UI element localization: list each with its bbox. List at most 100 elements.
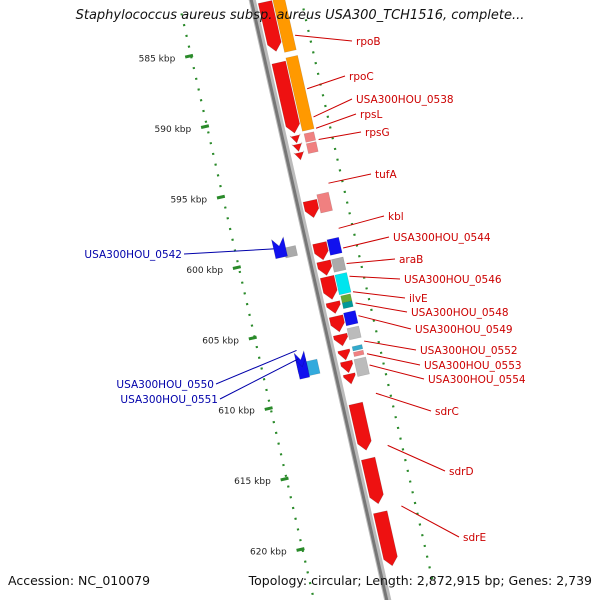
cog-block [353, 356, 370, 377]
gene-leader-line [366, 353, 421, 366]
gene-leader-line [364, 340, 417, 351]
gene-label-usa300hou_0554: USA300HOU_0554 [428, 374, 526, 386]
gene-arrow [325, 300, 341, 314]
cog-block [352, 349, 365, 357]
cog-block [346, 325, 362, 341]
gene-leader-line [328, 173, 372, 184]
cog-block [303, 131, 317, 143]
gene-arrow [339, 359, 354, 374]
gene-leader-line [369, 364, 425, 380]
tick-mark [248, 335, 257, 341]
gene-arrow [342, 372, 356, 385]
gene-arrow [332, 332, 349, 347]
gene-leader-line [219, 358, 299, 400]
tick-label: 590 kbp [155, 125, 192, 135]
gene-arrow [289, 132, 301, 144]
gene-leader-line [346, 258, 396, 265]
gene-label-kbl: kbl [388, 211, 404, 223]
tick-mark [200, 124, 210, 129]
gene-arrow [302, 198, 320, 219]
gene-arrow [312, 241, 329, 261]
cog-block [343, 310, 359, 327]
gene-label-usa300hou_0548: USA300HOU_0548 [411, 307, 509, 319]
tick-label: 610 kbp [218, 407, 255, 417]
gene-arrow [293, 149, 305, 161]
gene-label-ilve: ilvE [409, 293, 428, 305]
gene-leader-line [215, 349, 297, 385]
gene-label-usa300hou_0549: USA300HOU_0549 [415, 324, 513, 336]
gene-leader-line [315, 113, 357, 129]
tick-label: 600 kbp [186, 266, 223, 276]
gene-label-sdrc: sdrC [435, 406, 459, 418]
gene-leader-line [295, 34, 353, 42]
tick-mark [296, 547, 305, 552]
tick-mark [280, 476, 289, 482]
tick-label: 595 kbp [170, 195, 207, 205]
gene-label-sdre: sdrE [463, 532, 486, 544]
tick-label: 615 kbp [234, 477, 271, 487]
cog-block [326, 236, 343, 256]
gene-leader-line [387, 444, 446, 472]
gene-leader-line [355, 302, 408, 313]
gene-label-rpoc: rpoC [349, 71, 374, 83]
tick-mark [232, 265, 242, 270]
gene-label-rpsl: rpsL [360, 109, 382, 121]
gene-leader-line [349, 275, 401, 280]
gene-leader-line [358, 315, 412, 330]
gene-arrow [271, 236, 288, 260]
gene-label-rpsg: rpsG [365, 127, 390, 139]
gene-arrow [360, 456, 384, 505]
gene-label-arab: araB [399, 254, 423, 266]
gene-label-usa300hou_0538: USA300HOU_0538 [356, 94, 454, 106]
gc-track-left [180, 13, 316, 604]
cog-block [285, 55, 315, 132]
gene-leader-line [306, 75, 346, 90]
genome-summary: Topology: circular; Length: 2,872,915 bp… [248, 573, 592, 588]
gene-leader-line [401, 505, 460, 538]
gene-leader-line [338, 215, 385, 229]
gene-leader-line [183, 248, 274, 255]
gene-label-sdrd: sdrD [449, 466, 474, 478]
cog-block [305, 141, 319, 155]
cog-block [316, 191, 333, 214]
gene-label-usa300hou_0544: USA300HOU_0544 [393, 232, 491, 244]
gene-label-usa300hou_0552: USA300HOU_0552 [420, 345, 518, 357]
tick-label: 585 kbp [139, 54, 176, 64]
gene-label-tufa: tufA [375, 169, 397, 181]
gene-leader-line [352, 291, 406, 299]
gene-label-usa300hou_0550: USA300HOU_0550 [116, 379, 214, 391]
map-title: Staphylococcus aureus subsp. aureus USA3… [75, 8, 525, 23]
gene-arrow [348, 401, 372, 451]
gene-arrow [319, 274, 338, 300]
gene-label-usa300hou_0546: USA300HOU_0546 [404, 274, 502, 286]
gene-label-rpob: rpoB [356, 36, 381, 48]
gene-leader-line [343, 236, 390, 249]
gene-arrow [295, 356, 311, 380]
gene-arrow [373, 510, 398, 567]
gene-label-usa300hou_0553: USA300HOU_0553 [424, 360, 522, 372]
cog-block [331, 256, 347, 273]
gene-arrow [291, 141, 303, 152]
tick-label: 620 kbp [250, 548, 287, 558]
gene-label-usa300hou_0551: USA300HOU_0551 [120, 394, 218, 406]
gene-leader-line [375, 392, 432, 412]
cog-block [334, 272, 352, 296]
tick-mark [216, 194, 226, 200]
gene-arrow [328, 314, 345, 333]
gene-arrow [257, 0, 282, 52]
accession-label: Accession: NC_010079 [8, 573, 151, 588]
gene-label-usa300hou_0542: USA300HOU_0542 [84, 249, 182, 261]
gene-leader-line [313, 98, 353, 118]
cog-block [341, 300, 354, 310]
tick-label: 605 kbp [202, 336, 239, 346]
cog-block [351, 344, 364, 352]
tick-mark [184, 53, 194, 59]
backbone-line [249, 0, 390, 604]
gene-arrow [271, 60, 300, 134]
gene-leader-line [318, 131, 362, 140]
gene-arrow [316, 259, 333, 276]
gene-arrow [337, 348, 351, 361]
cog-block [272, 0, 297, 53]
